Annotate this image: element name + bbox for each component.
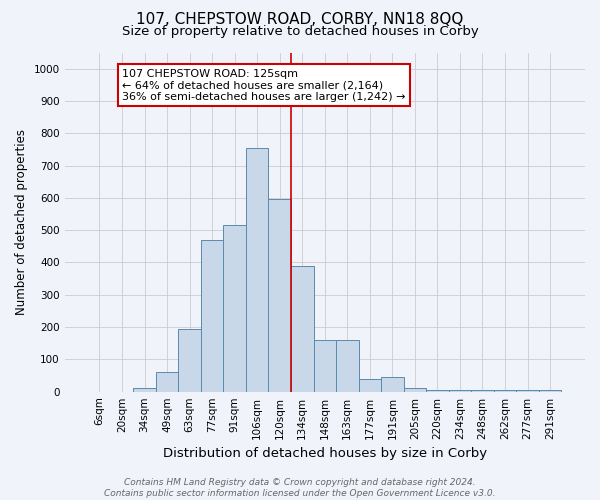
Bar	[494, 390, 516, 392]
Bar	[381, 377, 404, 392]
Bar	[223, 226, 246, 392]
Text: Contains HM Land Registry data © Crown copyright and database right 2024.
Contai: Contains HM Land Registry data © Crown c…	[104, 478, 496, 498]
Bar	[314, 340, 336, 392]
Bar	[539, 390, 562, 392]
Text: Size of property relative to detached houses in Corby: Size of property relative to detached ho…	[122, 25, 478, 38]
Bar	[359, 379, 381, 392]
Bar	[404, 388, 426, 392]
Text: 107, CHEPSTOW ROAD, CORBY, NN18 8QQ: 107, CHEPSTOW ROAD, CORBY, NN18 8QQ	[136, 12, 464, 28]
Bar	[471, 390, 494, 392]
Bar	[449, 390, 471, 392]
X-axis label: Distribution of detached houses by size in Corby: Distribution of detached houses by size …	[163, 447, 487, 460]
Bar	[133, 388, 156, 392]
Bar	[426, 390, 449, 392]
Bar	[291, 266, 314, 392]
Bar	[156, 372, 178, 392]
Bar	[201, 240, 223, 392]
Bar	[178, 328, 201, 392]
Bar	[246, 148, 268, 392]
Y-axis label: Number of detached properties: Number of detached properties	[15, 129, 28, 315]
Bar	[336, 340, 359, 392]
Bar	[516, 390, 539, 392]
Text: 107 CHEPSTOW ROAD: 125sqm
← 64% of detached houses are smaller (2,164)
36% of se: 107 CHEPSTOW ROAD: 125sqm ← 64% of detac…	[122, 68, 406, 102]
Bar	[268, 200, 291, 392]
